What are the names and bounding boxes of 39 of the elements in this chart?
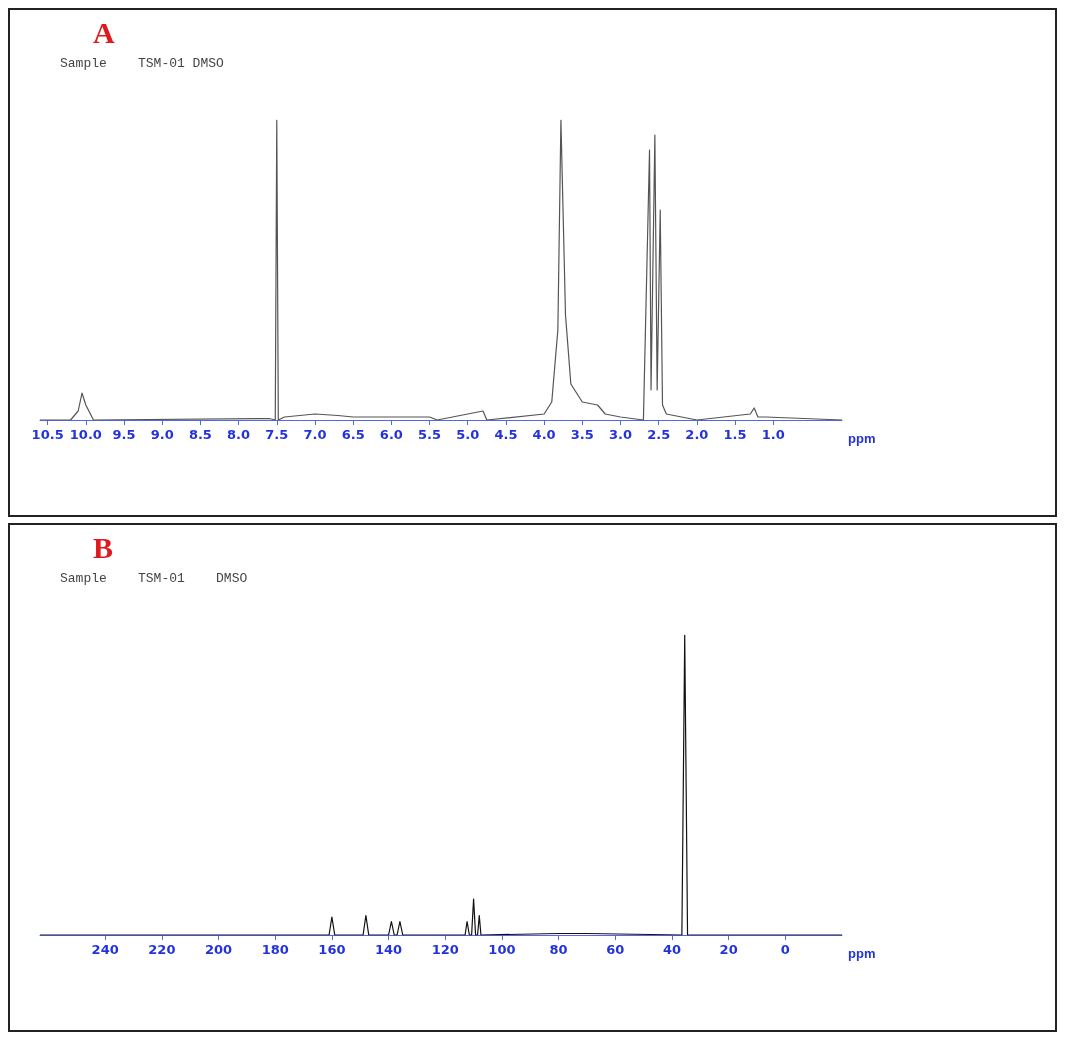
x-tick-label: 1.5 <box>723 427 747 442</box>
x-tick-label: 4.5 <box>494 427 518 442</box>
x-tick-label: 8.5 <box>188 427 212 442</box>
x-tick-label: 7.0 <box>303 427 327 442</box>
x-tick-label: 7.5 <box>265 427 289 442</box>
x-tick-label: 8.0 <box>227 427 251 442</box>
x-tick-label: 120 <box>431 942 459 957</box>
x-tick-label: 6.5 <box>341 427 365 442</box>
x-tick-label: 0 <box>780 942 790 957</box>
x-axis-title: ppm <box>848 946 876 961</box>
x-tick-label: 40 <box>662 942 682 957</box>
chart-title: B <box>93 530 114 564</box>
x-tick-label: 1.0 <box>761 427 785 442</box>
x-tick-label: 6.0 <box>379 427 403 442</box>
x-tick-label: 160 <box>318 942 346 957</box>
x-tick-label: 2.5 <box>647 427 671 442</box>
x-tick-label: 220 <box>148 942 176 957</box>
x-tick-label: 5.0 <box>456 427 480 442</box>
chart-subtitle: Sample TSM-01 DMSO <box>60 571 248 586</box>
x-tick-label: 140 <box>375 942 403 957</box>
x-tick-label: 80 <box>549 942 568 957</box>
x-tick-label: 5.5 <box>418 427 442 442</box>
x-tick-label: 3.0 <box>608 427 633 442</box>
chart-subtitle: Sample TSM-01 DMSO <box>60 56 225 71</box>
x-tick-label: 60 <box>606 942 625 957</box>
x-tick-label: 9.5 <box>112 427 136 442</box>
chart-title: A <box>93 15 115 49</box>
x-tick-label: 100 <box>488 942 516 957</box>
x-tick-label: 180 <box>261 942 289 957</box>
x-axis-title: ppm <box>848 431 876 446</box>
x-tick-label: 20 <box>719 942 738 957</box>
x-tick-label: 3.5 <box>570 427 594 442</box>
x-tick-label: 9.0 <box>150 427 174 442</box>
x-tick-label: 240 <box>91 942 119 957</box>
x-tick-label: 200 <box>204 942 233 957</box>
x-tick-label: 10.5 <box>31 427 64 442</box>
x-tick-label: 2.0 <box>685 427 709 442</box>
x-tick-label: 4.0 <box>532 427 556 442</box>
x-tick-label: 10.0 <box>69 427 102 442</box>
